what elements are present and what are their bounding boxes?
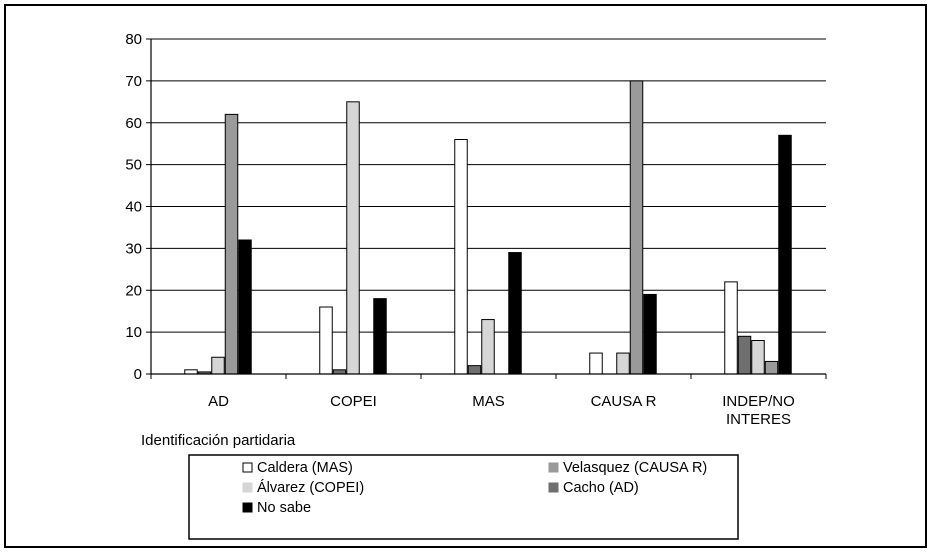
legend: Caldera (MAS) Velasquez (CAUSA R) Álvarez …: [188, 454, 739, 540]
legend-label: No sabe: [257, 500, 311, 516]
x-axis-title: Identificación partidaria: [141, 432, 296, 449]
x-tick-label: INTERES: [726, 411, 791, 428]
y-tick-label: 40: [125, 199, 142, 216]
bar: [589, 352, 603, 375]
y-tick-label: 0: [134, 366, 142, 383]
legend-swatch: [242, 502, 253, 513]
bar: [764, 360, 779, 375]
bar: [508, 252, 522, 375]
bar: [481, 319, 495, 375]
bar: [751, 340, 765, 375]
y-tick-label: 60: [125, 115, 142, 132]
bar: [211, 356, 225, 375]
bar-chart: 0 10 20 30 40 50 60 70 80 AD COPEI MAS CAUSA R INDEP…: [125, 31, 827, 540]
x-tick-label: INDEP/NO: [722, 393, 795, 410]
bar: [346, 101, 360, 375]
bar: [724, 281, 738, 375]
bar: [224, 113, 239, 375]
bar: [454, 139, 468, 375]
bar: [616, 352, 630, 375]
axes: [146, 38, 827, 379]
legend-swatch: [242, 482, 253, 493]
legend-swatch: [548, 482, 559, 493]
bar: [467, 365, 482, 375]
bar: [373, 298, 387, 375]
y-tick-label: 20: [125, 282, 142, 299]
bar: [184, 369, 198, 375]
legend-box: [188, 454, 739, 540]
x-tick-label: CAUSA R: [591, 393, 657, 410]
bar: [319, 306, 333, 375]
x-tick-label: COPEI: [330, 393, 377, 410]
y-tick-label: 80: [125, 31, 142, 48]
bar: [238, 239, 252, 375]
bars: [184, 80, 792, 375]
legend-label: Velasquez (CAUSA R): [563, 460, 707, 476]
y-tick-label: 50: [125, 157, 142, 174]
y-tick-label: 30: [125, 240, 142, 257]
legend-swatch: [242, 462, 253, 473]
legend-label: Caldera (MAS): [257, 460, 353, 476]
gridlines: [151, 38, 826, 333]
x-tick-label: AD: [208, 393, 229, 410]
bar: [643, 293, 657, 375]
legend-label: Cacho (AD): [563, 480, 639, 496]
legend-swatch: [548, 462, 559, 473]
bar: [332, 369, 347, 375]
x-tick-label: MAS: [472, 393, 505, 410]
chart-frame: 0 10 20 30 40 50 60 70 80 AD COPEI MAS CAUSA R INDEP…: [4, 4, 927, 548]
y-tick-labels: 0 10 20 30 40 50 60 70 80: [125, 31, 142, 383]
bar: [737, 335, 752, 375]
bar: [778, 134, 792, 375]
bar: [629, 80, 644, 375]
legend-label: Álvarez (COPEI): [257, 479, 364, 496]
y-tick-label: 10: [125, 324, 142, 341]
y-tick-label: 70: [125, 73, 142, 90]
